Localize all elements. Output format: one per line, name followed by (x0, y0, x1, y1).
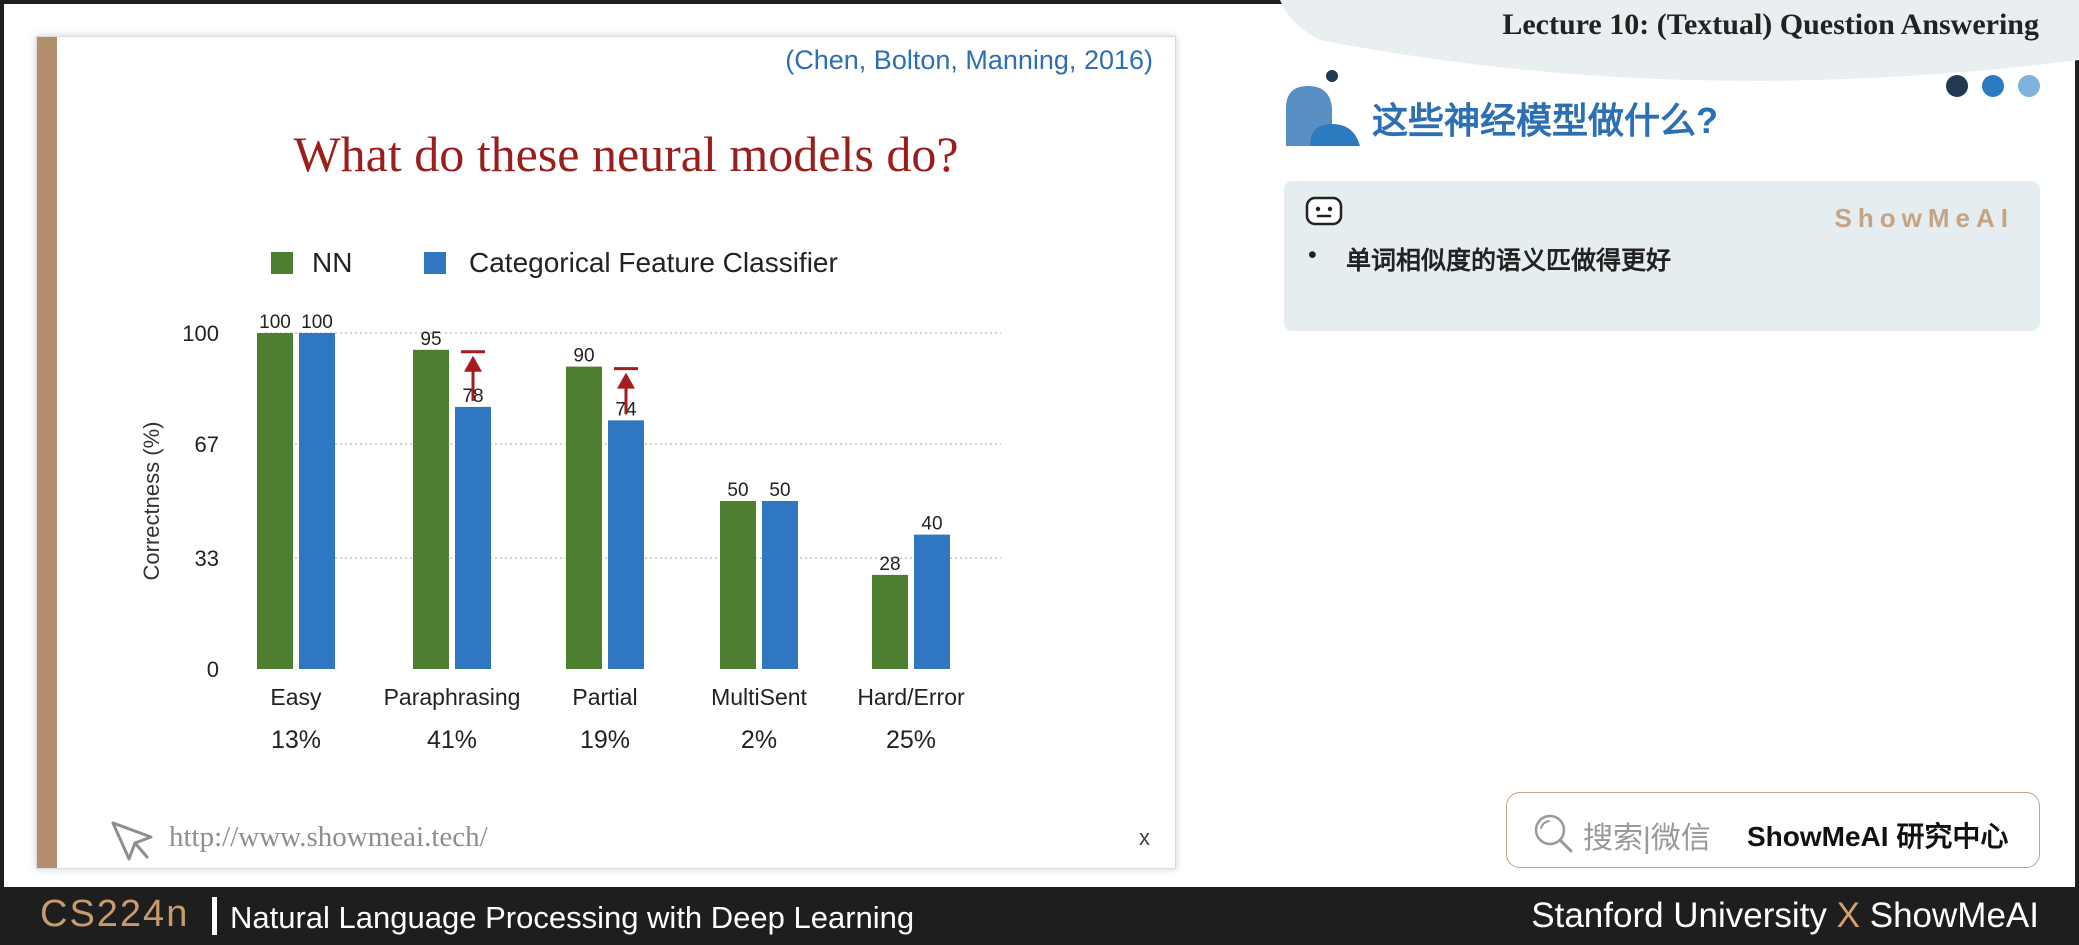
frame-top (0, 0, 2079, 4)
bar-classifier (608, 420, 644, 669)
data-label-nn: 28 (879, 554, 900, 575)
legend-label-nn: NN (312, 247, 352, 278)
category-share-label: 19% (580, 726, 630, 754)
slide-url-link[interactable]: http://www.showmeai.tech/ (169, 821, 488, 853)
search-box[interactable]: 搜索|微信 ShowMeAI 研究中心 (1506, 792, 2040, 868)
footer-x-separator: X (1836, 896, 1861, 935)
dot-indicator (1946, 75, 2040, 97)
slide-citation: (Chen, Bolton, Manning, 2016) (785, 45, 1153, 75)
slide-corner-mark: x (1139, 825, 1150, 850)
legend-label-classifier: Categorical Feature Classifier (469, 247, 838, 278)
bar-classifier (299, 333, 335, 669)
bar-nn (257, 333, 293, 669)
bar-nn (872, 574, 908, 669)
bullet-text: 单词相似度的语义匹做得更好 (1346, 247, 1672, 275)
bar-nn (566, 366, 602, 669)
x-tick-label: MultiSent (711, 684, 807, 710)
data-label-classifier: 50 (769, 480, 790, 501)
category-share-label: 25% (886, 726, 936, 754)
search-label: 搜索|微信 (1583, 822, 1711, 855)
legend-swatch-classifier (424, 252, 446, 274)
header-decoration (1280, 0, 2079, 81)
y-tick-label: 0 (207, 657, 219, 682)
category-share-label: 2% (741, 726, 777, 754)
y-axis-label: Correctness (%) (139, 422, 164, 581)
bar-classifier (762, 501, 798, 669)
x-tick-label: Hard/Error (857, 684, 965, 710)
category-share-label: 13% (271, 726, 321, 754)
legend-swatch-nn (271, 252, 293, 274)
data-label-nn: 90 (573, 346, 594, 367)
search-brand: ShowMeAI 研究中心 (1747, 821, 2009, 852)
data-label-nn: 95 (420, 329, 441, 350)
bar-chart: 0 33 67 100 Correctness (%) NN Categorical Fea… (139, 247, 1001, 754)
bar-nn (720, 501, 756, 669)
footer-bar: CS224n Natural Language Processing with … (0, 887, 2079, 945)
x-tick-label: Paraphrasing (384, 684, 521, 710)
section-title: 这些神经模型做什么? (1372, 100, 1718, 141)
footer-brand: ShowMeAI (1869, 896, 2039, 935)
slide-accent-bar (37, 37, 57, 868)
bar-nn (413, 349, 449, 669)
y-tick-label: 100 (182, 321, 219, 346)
search-icon (1534, 814, 1573, 853)
course-code: CS224n (40, 893, 190, 935)
robot-icon (1305, 196, 1343, 226)
x-tick-label: Easy (270, 684, 322, 710)
improvement-arrow-head (464, 355, 482, 372)
bar-classifier (455, 406, 491, 669)
y-tick-label: 33 (195, 546, 219, 571)
footer-separator (212, 897, 217, 935)
bullet-marker: • (1308, 241, 1317, 269)
cursor-icon (111, 821, 153, 861)
data-label-classifier: 100 (301, 312, 333, 333)
section-shape-icon (1286, 70, 1360, 146)
dot-light (2018, 75, 2040, 97)
frame-right (2075, 0, 2079, 890)
bar-classifier (914, 534, 950, 669)
lecture-title: Lecture 10: (Textual) Question Answering (1502, 8, 2039, 41)
slide-card: (Chen, Bolton, Manning, 2016) What do th… (36, 36, 1176, 869)
y-tick-label: 67 (195, 432, 219, 457)
category-share-label: 41% (427, 726, 477, 754)
slide-title: What do these neural models do? (293, 126, 959, 182)
note-card: ShowMeAI • 单词相似度的语义匹做得更好 (1284, 181, 2040, 331)
x-tick-label: Partial (572, 684, 637, 710)
course-name: Natural Language Processing with Deep Le… (230, 900, 915, 935)
footer-institution: Stanford University (1531, 896, 1827, 935)
dot-dark (1946, 75, 1968, 97)
improvement-arrow-head (617, 372, 635, 389)
note-brand: ShowMeAI (1834, 203, 2014, 233)
data-label-nn: 50 (727, 480, 748, 501)
data-label-nn: 100 (259, 312, 291, 333)
data-label-classifier: 40 (921, 514, 942, 535)
footer-credits: Stanford University X ShowMeAI (1531, 896, 2039, 936)
frame-left (0, 0, 4, 890)
dot-medium (1982, 75, 2004, 97)
